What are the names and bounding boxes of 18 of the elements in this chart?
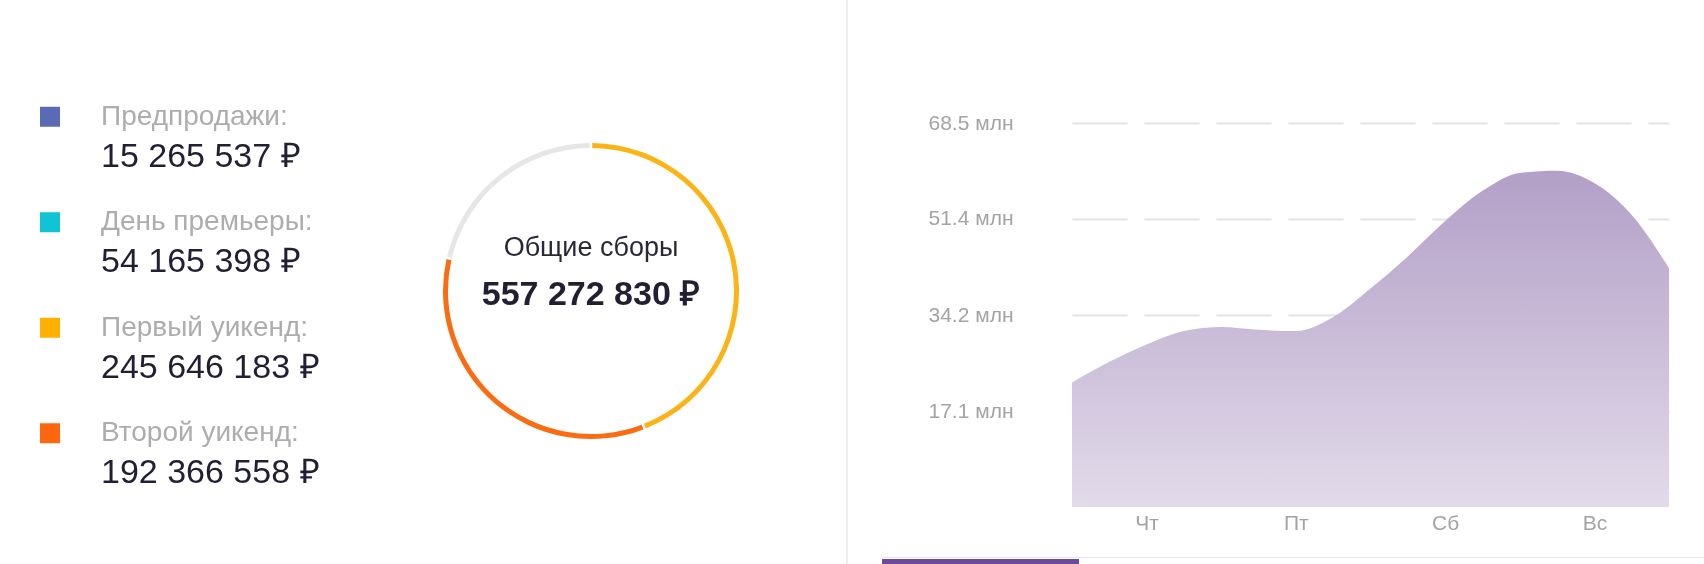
text: 54 165 398 ₽ bbox=[101, 241, 301, 280]
y-tick-label: 51.4 млн bbox=[928, 206, 1014, 230]
y-tick-label: 17.1 млн bbox=[928, 398, 1014, 422]
x-tick-label: Вс bbox=[1582, 510, 1608, 534]
text: Второй уикенд: bbox=[101, 416, 299, 448]
text: 15 265 537 ₽ bbox=[101, 135, 301, 174]
text: Общие сборы bbox=[503, 232, 679, 262]
text: 192 366 558 ₽ bbox=[101, 452, 320, 491]
y-tick-label: 68.5 млн bbox=[928, 110, 1014, 134]
y-tick-label: 34.2 млн bbox=[928, 302, 1014, 326]
text: Первый уикенд: bbox=[101, 310, 309, 342]
text: 557 272 830 ₽ bbox=[481, 274, 701, 312]
text: День премьеры: bbox=[101, 205, 313, 237]
x-tick-label: Пт bbox=[1284, 510, 1310, 534]
x-tick-label: Чт bbox=[1135, 510, 1160, 534]
text: 245 646 183 ₽ bbox=[101, 346, 320, 385]
text: Предпродажи: bbox=[101, 99, 288, 131]
x-tick-label: Сб bbox=[1432, 510, 1460, 534]
